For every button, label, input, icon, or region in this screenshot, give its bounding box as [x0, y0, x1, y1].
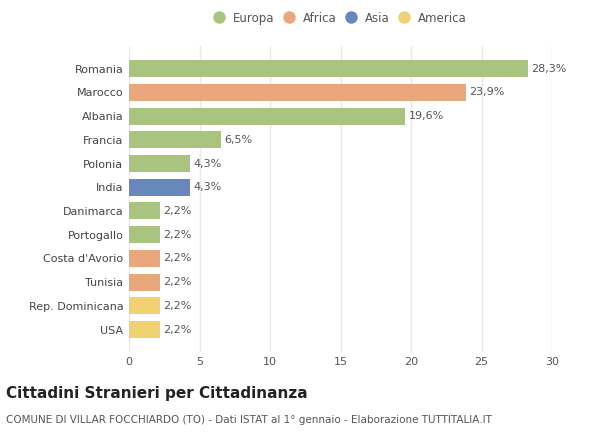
Text: 2,2%: 2,2% [164, 206, 192, 216]
Text: 2,2%: 2,2% [164, 301, 192, 311]
Bar [129, 84, 466, 101]
Text: Cittadini Stranieri per Cittadinanza: Cittadini Stranieri per Cittadinanza [6, 386, 308, 401]
Text: 2,2%: 2,2% [164, 253, 192, 264]
Legend: Europa, Africa, Asia, America: Europa, Africa, Asia, America [212, 9, 469, 27]
Bar [129, 155, 190, 172]
Text: 19,6%: 19,6% [409, 111, 444, 121]
Text: 23,9%: 23,9% [470, 88, 505, 97]
Bar [129, 321, 160, 338]
Text: 4,3%: 4,3% [193, 182, 221, 192]
Text: 2,2%: 2,2% [164, 230, 192, 240]
Bar [129, 60, 528, 77]
Bar [129, 226, 160, 243]
Text: 4,3%: 4,3% [193, 158, 221, 169]
Text: 6,5%: 6,5% [224, 135, 253, 145]
Bar [129, 179, 190, 196]
Bar [129, 274, 160, 291]
Text: 2,2%: 2,2% [164, 325, 192, 334]
Text: 2,2%: 2,2% [164, 277, 192, 287]
Bar [129, 131, 221, 148]
Bar [129, 107, 406, 125]
Bar [129, 202, 160, 220]
Bar [129, 250, 160, 267]
Bar [129, 297, 160, 314]
Text: COMUNE DI VILLAR FOCCHIARDO (TO) - Dati ISTAT al 1° gennaio - Elaborazione TUTTI: COMUNE DI VILLAR FOCCHIARDO (TO) - Dati … [6, 415, 492, 425]
Text: 28,3%: 28,3% [532, 64, 567, 73]
